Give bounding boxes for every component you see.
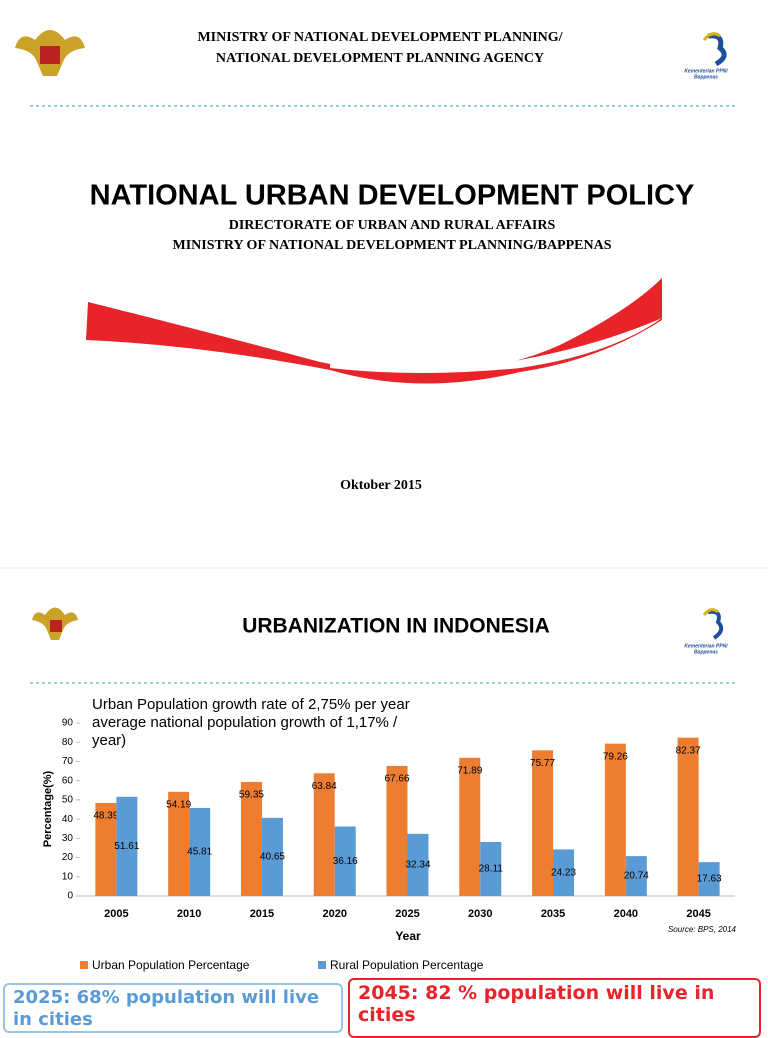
bar: [553, 849, 575, 896]
value-label: 75.77: [530, 758, 555, 769]
value-label: 59.35: [239, 790, 264, 801]
bar: [95, 802, 117, 896]
x-tick-label: 2040: [614, 908, 638, 920]
value-label: 71.89: [457, 765, 482, 776]
value-label: 54.19: [166, 799, 191, 810]
callout-left: 2025: 68% population will live in cities: [3, 983, 343, 1033]
logo-text: Bappenas: [694, 649, 718, 655]
bar: [532, 750, 554, 896]
y-tick-label: 80: [62, 737, 74, 748]
slide-1: [0, 0, 768, 560]
bar: [240, 781, 262, 896]
x-axis-label: Year: [395, 929, 421, 943]
logo-text: Kementerian PPN/: [684, 68, 728, 74]
y-tick-label: 40: [62, 814, 74, 825]
bar: [189, 807, 211, 896]
value-label: 51.61: [114, 841, 139, 852]
y-tick-label: 60: [62, 775, 74, 786]
y-axis-label: Percentage(%): [42, 770, 54, 847]
bar: [698, 862, 720, 896]
bappenas-logo: [702, 608, 724, 640]
value-label: 67.66: [384, 774, 409, 785]
x-tick-label: 2020: [322, 908, 346, 920]
bar: [116, 796, 138, 896]
value-label: 40.65: [260, 852, 285, 863]
x-tick-label: 2005: [104, 908, 128, 920]
x-tick-label: 2045: [686, 908, 710, 920]
logo-text: Kementerian PPN/: [684, 643, 728, 649]
x-tick-label: 2025: [395, 908, 419, 920]
value-label: 24.23: [551, 867, 576, 878]
bar: [480, 841, 502, 896]
legend-swatch: [318, 961, 326, 969]
bappenas-logo: [702, 32, 727, 67]
header-line: MINISTRY OF NATIONAL DEVELOPMENT PLANNIN…: [197, 30, 563, 45]
value-label: 17.63: [697, 874, 722, 885]
title: NATIONAL URBAN DEVELOPMENT POLICY: [90, 180, 695, 212]
chart-title: Urban Population growth rate of 2,75% pe…: [92, 696, 410, 713]
value-label: 28.11: [479, 864, 504, 875]
source: Source: BPS, 2014: [668, 925, 737, 934]
value-label: 36.16: [333, 856, 358, 867]
chart: Urban Population growth rate of 2,75% pe…: [42, 696, 737, 972]
value-label: 45.81: [187, 847, 212, 858]
subtitle: DIRECTORATE OF URBAN AND RURAL AFFAIRS: [229, 218, 556, 233]
chart-title: year): [92, 732, 126, 749]
y-tick-label: 10: [62, 871, 74, 882]
slide-title: URBANIZATION IN INDONESIA: [242, 615, 550, 638]
bar: [459, 757, 481, 896]
x-tick-label: 2030: [468, 908, 492, 920]
bar: [313, 773, 335, 896]
value-label: 79.26: [603, 751, 628, 762]
bar: [168, 791, 190, 896]
bar: [334, 826, 356, 896]
bar: [261, 817, 283, 896]
legend-swatch: [80, 961, 88, 969]
swoosh: [86, 278, 662, 384]
x-tick-label: 2015: [250, 908, 274, 920]
legend-label: Urban Population Percentage: [92, 958, 250, 972]
logo-text: Bappenas: [694, 74, 718, 80]
emblem: [15, 30, 85, 76]
y-tick-label: 20: [62, 852, 74, 863]
chart-title: average national population growth of 1,…: [92, 714, 398, 731]
legend-label: Rural Population Percentage: [330, 958, 484, 972]
date: Oktober 2015: [340, 478, 422, 493]
bar: [407, 833, 429, 896]
x-tick-label: 2035: [541, 908, 565, 920]
bar: [386, 765, 408, 896]
value-label: 82.37: [676, 745, 701, 756]
callout-right: 2045: 82 % population will live in citie…: [348, 978, 761, 1038]
emblem: [32, 607, 78, 640]
bar: [625, 856, 647, 896]
header-line: NATIONAL DEVELOPMENT PLANNING AGENCY: [216, 51, 544, 66]
y-tick-label: 30: [62, 833, 74, 844]
bar: [604, 743, 626, 896]
value-label: 32.34: [405, 860, 430, 871]
y-tick-label: 50: [62, 795, 74, 806]
value-label: 48.39: [93, 811, 118, 822]
subtitle: MINISTRY OF NATIONAL DEVELOPMENT PLANNIN…: [173, 238, 612, 253]
x-tick-label: 2010: [177, 908, 201, 920]
y-tick-label: 0: [67, 891, 73, 902]
y-tick-label: 70: [62, 756, 74, 767]
y-tick-label: 90: [62, 718, 74, 729]
value-label: 63.84: [312, 781, 337, 792]
bar: [677, 737, 699, 896]
value-label: 20.74: [624, 871, 649, 882]
